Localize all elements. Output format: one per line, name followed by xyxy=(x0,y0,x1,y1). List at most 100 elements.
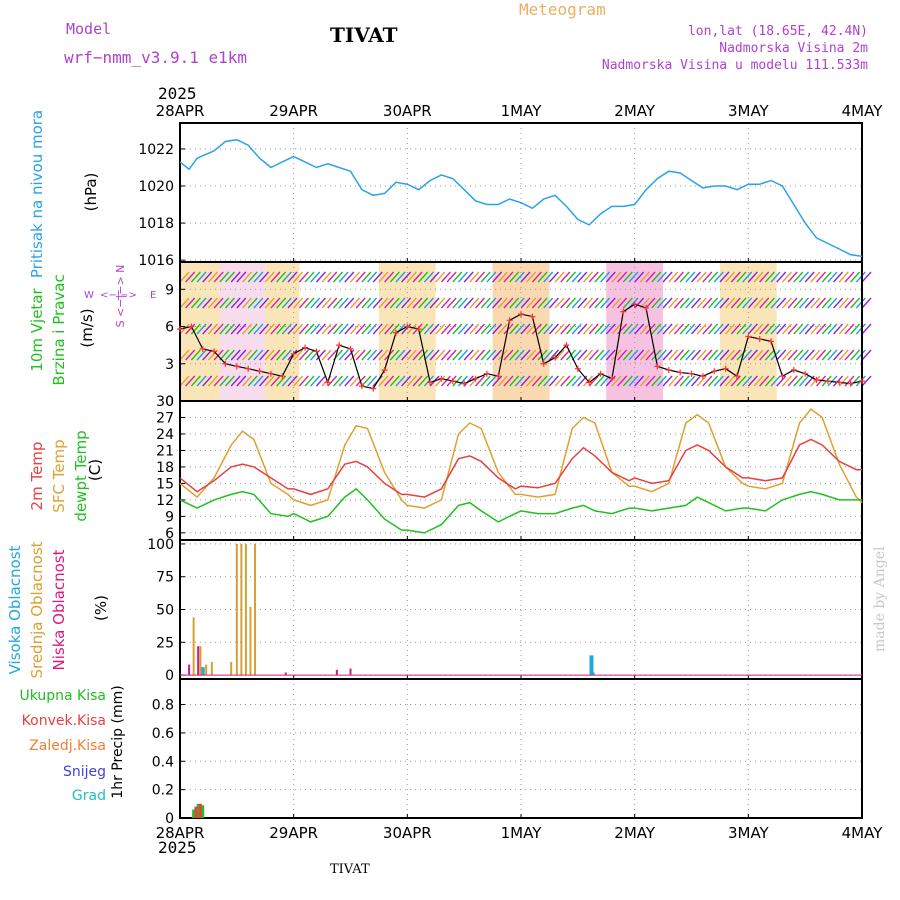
wind-barb xyxy=(816,297,827,309)
wind-barb xyxy=(742,375,753,387)
wind-barb xyxy=(236,349,247,361)
model-elevation-label: Nadmorska Visina u modelu 111.533m xyxy=(601,58,868,73)
time-tick-top: 1MAY xyxy=(501,102,543,120)
wind-barb xyxy=(190,271,201,283)
wind-barb xyxy=(776,323,787,335)
wind-barb xyxy=(531,297,542,309)
wind-barb xyxy=(281,297,292,309)
y-tick-label: 27 xyxy=(156,410,174,426)
y-tick-label: 1016 xyxy=(138,253,174,269)
wind-barb xyxy=(861,349,872,361)
wind-barb xyxy=(816,323,827,335)
wind-barb xyxy=(781,323,792,335)
wind-barb xyxy=(850,271,861,283)
wind-point xyxy=(336,342,343,349)
wind-barb xyxy=(327,375,338,387)
wind-barb xyxy=(418,375,429,387)
wind-barb xyxy=(798,349,810,361)
wind-barb xyxy=(708,271,719,283)
wind-barb xyxy=(361,375,372,387)
wind-barb xyxy=(520,349,531,361)
wind-barb xyxy=(764,375,775,387)
wind-barb xyxy=(304,271,315,283)
precip-legend-item: Konvek.Kisa xyxy=(22,713,106,729)
wind-barb xyxy=(605,349,616,361)
wind-barb xyxy=(668,349,679,361)
wind-barb xyxy=(332,271,343,283)
wind-point xyxy=(722,365,729,372)
wind-barb xyxy=(747,375,758,387)
wind-barb xyxy=(810,297,821,309)
wind-barb xyxy=(617,323,628,335)
wind-barb xyxy=(645,297,656,309)
wind-barb xyxy=(651,271,662,283)
wind-barb xyxy=(480,271,491,283)
pressure-unit: (hPa) xyxy=(82,173,100,212)
wind-barb xyxy=(412,271,423,283)
wind-barb xyxy=(787,349,798,361)
wind-barb xyxy=(384,323,395,335)
wind-point xyxy=(665,366,672,373)
wind-barb xyxy=(617,375,628,387)
y-tick-label: 0.6 xyxy=(152,726,174,742)
wind-barb xyxy=(713,349,724,361)
wind-barb xyxy=(435,271,446,283)
wind-barb xyxy=(287,323,298,335)
wind-barb xyxy=(747,297,758,309)
wind-point xyxy=(233,363,240,370)
wind-barb xyxy=(361,297,372,309)
wind-barb xyxy=(634,375,645,387)
wind-barb xyxy=(372,323,383,335)
wind-point xyxy=(824,378,831,385)
wind-point xyxy=(313,348,320,355)
wind-barb xyxy=(543,297,554,309)
wind-barb xyxy=(736,323,747,335)
wind-barb xyxy=(327,323,338,335)
wind-barb xyxy=(497,271,508,283)
wind-point xyxy=(472,375,479,382)
wind-barb xyxy=(662,349,673,361)
wind-barb xyxy=(264,375,275,387)
total-precip-bar xyxy=(201,805,205,818)
wind-barb xyxy=(702,349,713,361)
wind-barb xyxy=(531,349,542,361)
wind-barb xyxy=(662,297,673,309)
wind-point xyxy=(427,379,434,386)
wind-barb xyxy=(759,271,770,283)
wind-barb xyxy=(401,375,412,387)
wind-barb xyxy=(781,375,792,387)
precip-legend-item: Grad xyxy=(72,788,106,804)
wind-barb xyxy=(219,323,230,335)
wind-barb xyxy=(730,349,741,361)
wind-barb xyxy=(577,349,588,361)
wind-barb xyxy=(548,375,559,387)
wind-barb xyxy=(764,349,775,361)
wind-point xyxy=(745,333,752,340)
time-tick-bottom: 28APR xyxy=(156,824,205,842)
wind-barb xyxy=(395,349,406,361)
wind-barb xyxy=(281,375,292,387)
wind-barb xyxy=(185,271,196,283)
wind-barb xyxy=(696,375,707,387)
wind-barb xyxy=(241,297,253,309)
wind-barb xyxy=(355,271,366,283)
wind-barb xyxy=(514,271,525,283)
wind-barb xyxy=(656,323,667,335)
wind-barb xyxy=(736,375,747,387)
wind-barb xyxy=(759,323,770,335)
wind-barb xyxy=(378,297,389,309)
y-tick-label: 6 xyxy=(165,526,174,542)
wind-barb xyxy=(298,375,309,387)
wind-barb xyxy=(685,349,696,361)
wind-barb xyxy=(270,271,281,283)
wind-barb xyxy=(690,375,702,387)
wind-barb xyxy=(696,349,707,361)
wind-point xyxy=(699,373,706,380)
wind-barb xyxy=(816,349,827,361)
wind-barb xyxy=(179,375,190,387)
wind-barb xyxy=(452,349,463,361)
wind-barb xyxy=(594,297,605,309)
wind-barb xyxy=(844,375,855,387)
time-tick-bottom: 29APR xyxy=(269,824,318,842)
wind-barb xyxy=(668,271,679,283)
